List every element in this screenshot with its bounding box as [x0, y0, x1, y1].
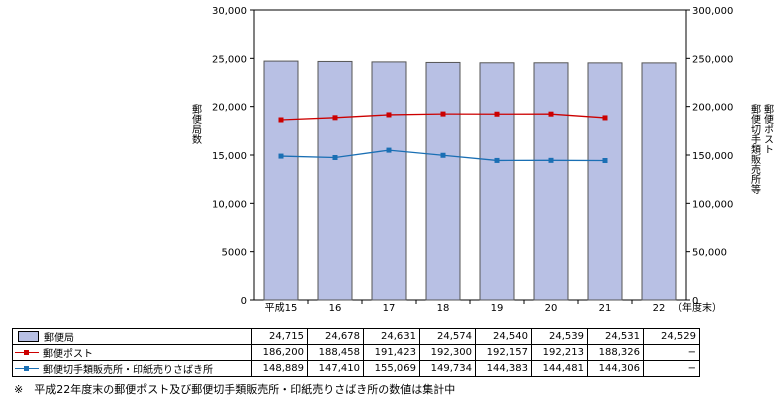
table-value-cell: 192,213 — [531, 344, 588, 361]
right-tick-label: 50,000 — [692, 248, 727, 259]
right-tick-label: 0 — [692, 296, 698, 307]
bar — [317, 60, 353, 301]
left-tick-label: 0 — [241, 296, 247, 307]
series-point-2 — [548, 157, 554, 163]
right-tick-label: 250,000 — [692, 54, 733, 65]
table-value-cell: 192,300 — [419, 344, 476, 361]
table-value-cell: 188,458 — [307, 344, 364, 361]
left-axis: 0 5000 10,000 15,000 20,000 25,000 30,000 — [212, 6, 254, 307]
series-point-1 — [494, 111, 500, 117]
table-value-cell: 148,889 — [251, 360, 308, 377]
right-tick-label: 150,000 — [692, 151, 733, 162]
table-value-cell: 24,631 — [363, 328, 420, 345]
left-tick-label: 25,000 — [212, 54, 247, 65]
left-tick-label: 30,000 — [212, 6, 247, 17]
x-tick-label: 16 — [329, 303, 342, 314]
series-point-1 — [440, 111, 446, 117]
table-value-cell: 186,200 — [251, 344, 308, 361]
table-value-cell: 192,157 — [475, 344, 532, 361]
bar — [425, 61, 461, 301]
series-point-1 — [332, 115, 338, 121]
legend-label: 郵便切手類販売所・印紙売りさばき所 — [43, 365, 213, 376]
table-value-cell: 188,326 — [587, 344, 644, 361]
right-axis: 0 50,000 100,000 150,000 200,000 250,000 300,0… — [686, 6, 733, 307]
legend-line-swatch — [15, 364, 39, 373]
left-tick-label: 5000 — [222, 248, 247, 259]
right-tick-label: 300,000 — [692, 6, 733, 17]
table-value-cell: 24,715 — [251, 328, 308, 345]
series-point-2 — [332, 155, 338, 161]
table-legend-cell: 郵便切手類販売所・印紙売りさばき所 — [12, 360, 252, 377]
series-point-1 — [548, 111, 554, 117]
table-value-cell: 149,734 — [419, 360, 476, 377]
line-series — [278, 111, 608, 164]
table-legend-cell: 郵便局 — [12, 328, 252, 345]
left-tick-label: 20,000 — [212, 103, 247, 114]
table-value-cell: 155,069 — [363, 360, 420, 377]
table-value-cell: − — [643, 360, 700, 377]
table-row: 郵便切手類販売所・印紙売りさばき所 148,889 147,410 155,069 14… — [12, 360, 700, 377]
x-axis-unit: （年度末） — [672, 301, 722, 314]
bar — [263, 60, 299, 301]
x-tick-label: 20 — [545, 303, 558, 314]
table-value-cell: 24,540 — [475, 328, 532, 345]
table-row: 郵便ポスト 186,200 188,458 191,423 192,300 192,157… — [12, 344, 700, 361]
legend-bar-swatch — [18, 331, 39, 342]
series-point-2 — [494, 157, 500, 163]
table-value-cell: 147,410 — [307, 360, 364, 377]
x-tick-label: 21 — [599, 303, 612, 314]
series-point-2 — [602, 158, 608, 164]
left-tick-label: 15,000 — [212, 151, 247, 162]
table-value-cell: 144,383 — [475, 360, 532, 377]
x-tick-label: 17 — [383, 303, 396, 314]
table-value-cell: 24,539 — [531, 328, 588, 345]
series-point-1 — [278, 117, 284, 123]
x-tick-label: 22 — [653, 303, 666, 314]
x-axis-ticks: 平成15 16 17 18 19 20 21 22 — [265, 300, 666, 314]
table-value-cell: 24,531 — [587, 328, 644, 345]
legend-label: 郵便局 — [44, 333, 74, 344]
table-value-cell: − — [643, 344, 700, 361]
table-value-cell: 24,678 — [307, 328, 364, 345]
x-tick-label: 平成15 — [265, 302, 298, 314]
series-point-2 — [278, 153, 284, 159]
right-axis-title-line: 郵便切手類販売所等 — [749, 104, 761, 194]
x-tick-label: 18 — [437, 303, 450, 314]
series-point-2 — [440, 152, 446, 158]
bar — [533, 62, 569, 301]
combo-chart: 0 5000 10,000 15,000 20,000 25,000 30,000 0 50,… — [190, 6, 774, 314]
table-value-cell: 24,574 — [419, 328, 476, 345]
x-tick-label: 19 — [491, 303, 504, 314]
table-value-cell: 24,529 — [643, 328, 700, 345]
table-row: 郵便局 24,715 24,678 24,631 24,574 24,540 24,539 2… — [12, 328, 700, 345]
right-axis-title-line: 郵便ポスト — [762, 104, 774, 154]
bar — [641, 62, 677, 301]
bar-series — [263, 60, 677, 301]
table-value-cell: 144,306 — [587, 360, 644, 377]
legend-label: 郵便ポスト — [43, 349, 93, 360]
series-point-1 — [386, 112, 392, 118]
right-tick-label: 200,000 — [692, 103, 733, 114]
bar — [371, 61, 407, 301]
table-value-cell: 191,423 — [363, 344, 420, 361]
left-tick-label: 10,000 — [212, 199, 247, 210]
series-point-2 — [386, 147, 392, 153]
data-table: 郵便局 24,715 24,678 24,631 24,574 24,540 24,539 2… — [12, 328, 700, 377]
right-tick-label: 100,000 — [692, 199, 733, 210]
bar — [587, 62, 623, 301]
legend-line-swatch — [15, 348, 39, 357]
table-value-cell: 144,481 — [531, 360, 588, 377]
bar — [479, 62, 515, 301]
table-legend-cell: 郵便ポスト — [12, 344, 252, 361]
series-point-1 — [602, 115, 608, 121]
footnote: ※ 平成22年度末の郵便ポスト及び郵便切手類販売所・印紙売りさばき所の数値は集計… — [14, 383, 456, 396]
left-axis-title: 郵便局数 — [190, 104, 202, 145]
